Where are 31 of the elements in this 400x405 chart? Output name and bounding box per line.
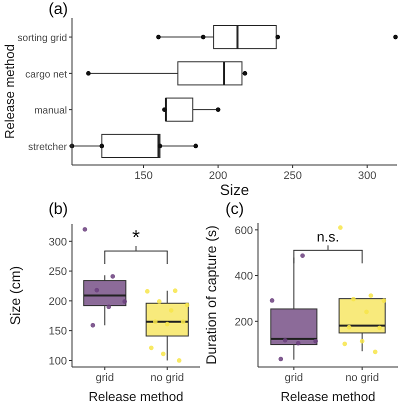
- x-tick-label: 200: [208, 170, 228, 182]
- y-tick-label: cargo net: [25, 69, 68, 80]
- annotation: *: [132, 227, 140, 250]
- x-tick-label: no grid: [150, 372, 184, 384]
- x-tick-label: 300: [358, 170, 376, 182]
- x-tick-label: no grid: [345, 372, 379, 384]
- y-tick-label: 600: [234, 224, 253, 237]
- x-tick-label: 150: [134, 170, 153, 182]
- x-axis-title: Size: [220, 182, 250, 199]
- y-axis-title: Release method: [2, 44, 17, 139]
- y-tick-label: 300: [48, 236, 67, 248]
- y-tick-label: 150: [48, 326, 67, 338]
- chart-title: (c): [225, 201, 244, 218]
- y-tick-label: 400: [234, 270, 253, 283]
- x-axis-title: Release method: [88, 389, 184, 404]
- y-tick-label: stretcher: [28, 142, 68, 153]
- y-axis-title: Size (cm): [7, 266, 23, 326]
- y-tick-label: 250: [48, 266, 67, 278]
- y-tick-label: sorting grid: [18, 33, 67, 44]
- x-tick-label: 250: [283, 170, 302, 182]
- chart-title: (b): [48, 201, 68, 218]
- y-tick-label: 200: [48, 296, 67, 308]
- x-tick-label: grid: [96, 372, 114, 384]
- y-tick-label: 200: [234, 316, 253, 328]
- chart-title: (a): [48, 1, 68, 18]
- y-tick-label: 100: [48, 355, 67, 368]
- x-tick-label: grid: [284, 372, 304, 384]
- y-tick-label: manual: [34, 106, 67, 117]
- x-axis-title: Release method: [280, 389, 376, 404]
- y-axis-title: Duration of capture (s): [203, 225, 219, 365]
- annotation: n.s.: [316, 228, 340, 244]
